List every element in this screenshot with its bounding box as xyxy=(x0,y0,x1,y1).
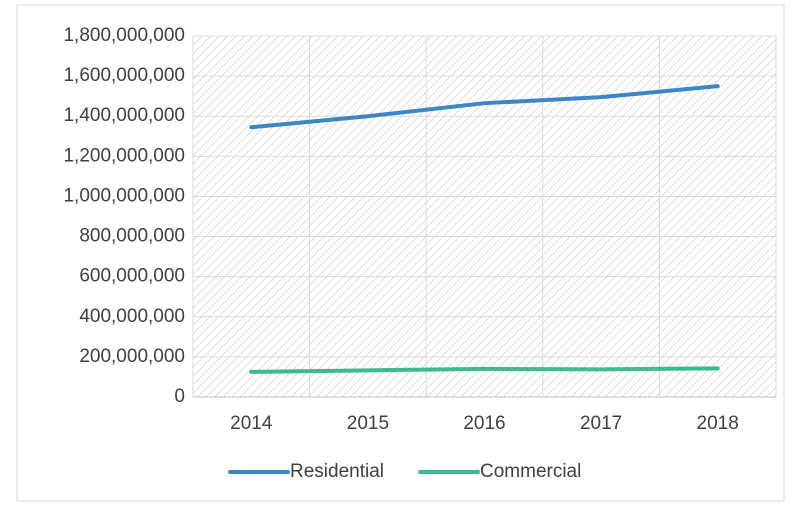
y-tick-label: 1,800,000,000 xyxy=(63,25,185,46)
x-tick-label: 2017 xyxy=(580,413,622,434)
y-tick-label: 800,000,000 xyxy=(79,226,185,247)
plot-area xyxy=(193,36,776,397)
y-tick-label: 1,200,000,000 xyxy=(63,145,185,166)
y-tick-label: 1,600,000,000 xyxy=(63,65,185,86)
y-tick-label: 1,400,000,000 xyxy=(63,105,185,126)
data-line xyxy=(249,84,720,130)
y-tick-label: 600,000,000 xyxy=(79,266,185,287)
y-tick-label: 400,000,000 xyxy=(79,306,185,327)
y-tick-label: 1,000,000,000 xyxy=(63,185,185,206)
x-tick-label: 2016 xyxy=(463,413,505,434)
x-tick-label: 2015 xyxy=(347,413,389,434)
legend-label: Residential xyxy=(290,461,384,482)
x-tick-label: 2014 xyxy=(230,413,273,434)
y-tick-label: 200,000,000 xyxy=(79,346,185,367)
x-tick-label: 2018 xyxy=(697,413,739,434)
data-line xyxy=(249,366,720,374)
legend-label: Commercial xyxy=(480,461,581,482)
y-tick-label: 0 xyxy=(174,386,185,407)
